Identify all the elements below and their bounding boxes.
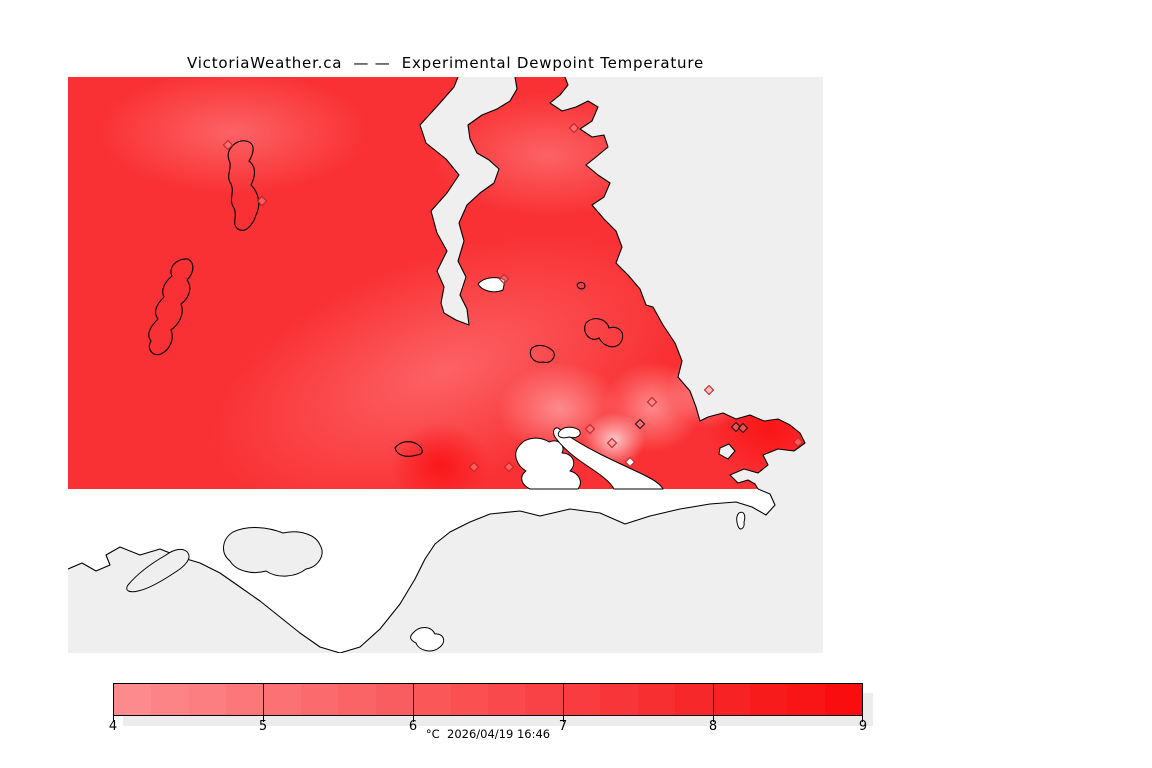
colorbar-segment <box>301 684 339 715</box>
island-outlines <box>148 140 624 457</box>
colorbar-caption: °C 2026/04/19 16:46 <box>113 727 863 741</box>
colorbar-segment <box>824 684 863 715</box>
station-marker <box>222 139 234 151</box>
colorbar-segment <box>600 684 638 715</box>
colorbar-divider <box>413 683 414 716</box>
station-marker <box>498 273 510 285</box>
colorbar-segment <box>749 684 788 715</box>
page-title: VictoriaWeather.ca — — Experimental Dewp… <box>186 54 705 72</box>
station-marker <box>646 396 658 408</box>
colorbar-tick-label: 8 <box>708 719 718 734</box>
inlets <box>477 277 736 490</box>
colorbar-tick <box>713 716 714 722</box>
station-marker <box>256 195 268 207</box>
colorbar-area: 4 5 6 7 8 9 °C 2026/04/19 16:46 <box>109 683 873 753</box>
station-marker <box>606 437 618 449</box>
colorbar-segment <box>450 684 489 715</box>
colorbar-segment <box>637 684 676 715</box>
station-marker <box>703 384 715 396</box>
colorbar-tick-label: 5 <box>258 719 268 734</box>
colorbar-segment <box>488 684 526 715</box>
station-markers <box>222 122 804 473</box>
colorbar-divider <box>263 683 264 716</box>
station-marker <box>792 436 804 448</box>
colorbar-tick <box>413 716 414 722</box>
station-marker <box>730 421 742 433</box>
colorbar-tick <box>263 716 264 722</box>
station-marker <box>624 456 636 468</box>
coastline <box>68 77 806 653</box>
colorbar <box>113 683 863 716</box>
station-marker <box>737 422 749 434</box>
colorbar-divider <box>713 683 714 716</box>
harbours <box>126 527 323 593</box>
colorbar-tick <box>563 716 564 722</box>
colorbar-divider <box>563 683 564 716</box>
colorbar-tick <box>862 716 863 722</box>
colorbar-segment <box>226 684 264 715</box>
colorbar-segment <box>787 684 825 715</box>
colorbar-segment <box>562 684 601 715</box>
colorbar-segment <box>263 684 302 715</box>
colorbar-segment <box>525 684 563 715</box>
colorbar-segment <box>338 684 376 715</box>
weather-map <box>68 77 823 653</box>
colorbar-segment <box>712 684 750 715</box>
station-marker <box>584 423 596 435</box>
sea-islets <box>410 511 746 652</box>
colorbar-tick-label: 6 <box>408 719 418 734</box>
colorbar-segment <box>675 684 713 715</box>
colorbar-segment <box>413 684 451 715</box>
colorbar-tick <box>113 716 114 722</box>
station-marker <box>503 461 515 473</box>
colorbar-segment <box>114 684 152 715</box>
station-marker <box>568 122 580 134</box>
station-marker <box>468 461 480 473</box>
timestamp: 2026/04/19 16:46 <box>447 727 551 741</box>
colorbar-segment <box>375 684 414 715</box>
colorbar-tick-label: 9 <box>858 719 868 734</box>
colorbar-tick-label: 7 <box>558 719 568 734</box>
colorbar-tick-label: 4 <box>108 719 118 734</box>
station-marker <box>634 418 646 430</box>
colorbar-segment <box>188 684 227 715</box>
unit-label: °C <box>425 727 440 741</box>
colorbar-segment <box>151 684 189 715</box>
